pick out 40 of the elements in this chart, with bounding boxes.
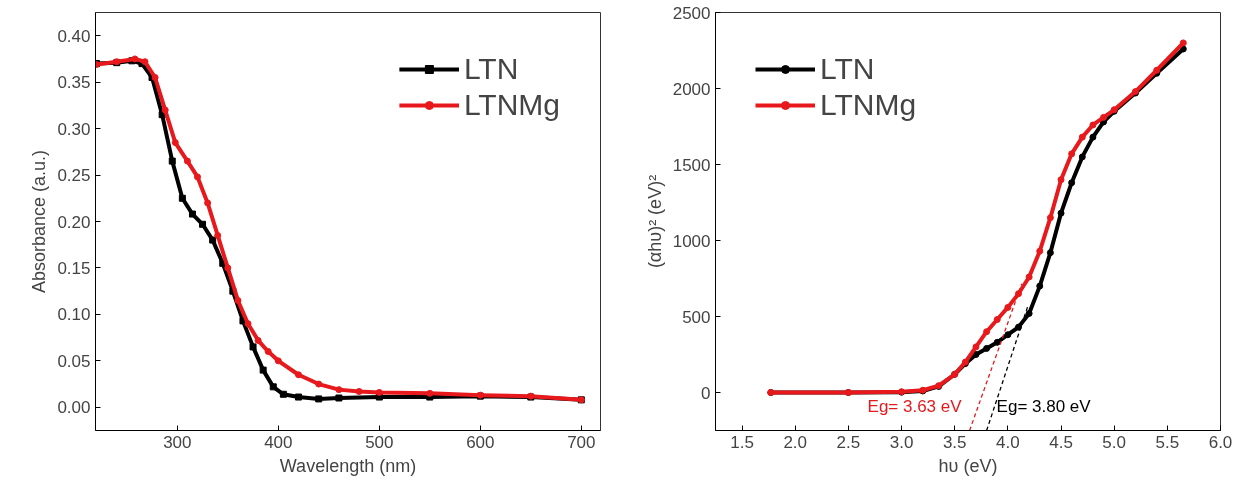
y-tick-label: 500: [682, 307, 711, 327]
y-tick-label: 0.20: [57, 212, 91, 232]
annotation: Eg= 3.80 eV: [996, 397, 1092, 416]
y-tick-label: 1000: [672, 231, 711, 251]
y-tick-label: 0.30: [57, 119, 91, 139]
x-tick-label: 3.5: [942, 432, 967, 452]
x-tick-label: 5.5: [1155, 432, 1180, 452]
x-tick-label: 1.5: [730, 432, 754, 452]
y-tick-label: 0.35: [57, 73, 91, 93]
y-tick-label: 0: [701, 383, 711, 403]
x-tick-label: 500: [365, 432, 394, 452]
y-axis-title: Absorbance (a.u.): [29, 149, 50, 294]
x-tick-label: 2.0: [783, 432, 808, 452]
y-tick-label: 0.10: [57, 305, 91, 325]
x-tick-label: 4.5: [1049, 432, 1073, 452]
x-tick-label: 2.5: [836, 432, 861, 452]
x-tick-label: 3.0: [889, 432, 914, 452]
y-tick-label: 1500: [672, 155, 711, 175]
x-tick-label: 400: [264, 432, 293, 452]
y-tick-label: 0.05: [57, 351, 91, 371]
y-tick-label: 2000: [672, 79, 711, 99]
y-tick-label: 0.25: [57, 166, 91, 186]
x-tick-label: 6.0: [1208, 432, 1233, 452]
y-tick-label: 0.15: [57, 258, 91, 278]
legend-label: LTNMg: [820, 88, 917, 122]
x-tick-label: 600: [466, 432, 495, 452]
x-tick-label: 300: [163, 432, 192, 452]
y-tick-label: 0.00: [57, 398, 91, 418]
y-tick-label: 0.40: [57, 26, 91, 46]
legend-label: LTN: [820, 52, 875, 86]
x-axis-title: hυ (eV): [938, 455, 998, 476]
legend-label: LTN: [463, 52, 519, 86]
x-tick-label: 4.0: [996, 432, 1020, 452]
x-tick-label: 5.0: [1102, 432, 1127, 452]
x-tick-label: 700: [567, 432, 596, 452]
y-tick-label: 2500: [672, 3, 711, 23]
legend-label: LTNMg: [463, 88, 560, 122]
annotation: Eg= 3.63 eV: [867, 397, 963, 416]
x-axis-title: Wavelength (nm): [279, 455, 417, 476]
y-axis-title: (αhυ)² (eV)²: [644, 174, 665, 269]
